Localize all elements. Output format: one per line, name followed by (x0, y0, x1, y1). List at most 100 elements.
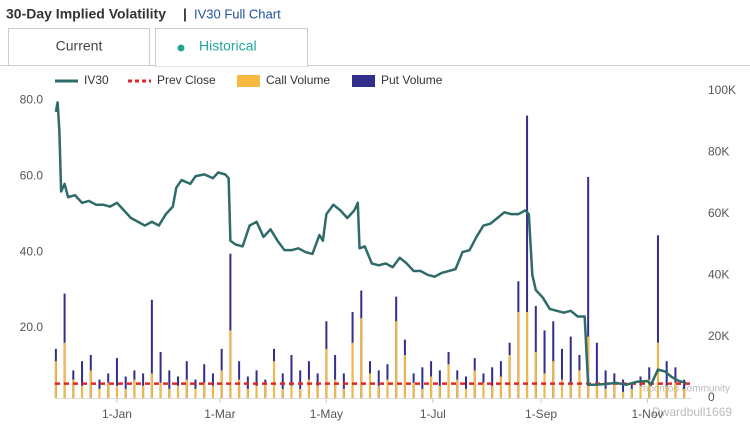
volume-bar (369, 373, 372, 398)
volume-bar (211, 385, 214, 398)
volume-bar (447, 364, 450, 398)
watermark: Dwardbull1669 (652, 405, 732, 419)
volume-bar (569, 336, 572, 398)
volume-bar (316, 385, 319, 398)
y-tick-label: 40.0 (20, 244, 44, 258)
volume-bar (194, 379, 197, 398)
volume-bar (560, 379, 563, 398)
volume-bar (473, 370, 476, 398)
volume-bar (683, 379, 686, 398)
volume-bar (456, 379, 459, 398)
volume-bar (290, 385, 293, 398)
volume-bar (98, 379, 101, 398)
volume-bar (168, 370, 171, 398)
tab-dot (177, 44, 185, 52)
legend-label: Prev Close (157, 73, 216, 87)
volume-bar (569, 382, 572, 398)
full-chart-link[interactable]: IV30 Full Chart (194, 6, 281, 21)
volume-bar (622, 379, 625, 398)
volume-bar (307, 379, 310, 398)
volume-bar (334, 379, 337, 398)
volume-bar (334, 355, 337, 398)
volume-bar (595, 385, 598, 398)
y2-tick-label: 80K (708, 145, 729, 159)
y2-tick-label: 40K (708, 267, 729, 281)
volume-bar (665, 385, 668, 398)
x-tick-label: 1-Jan (102, 407, 132, 421)
volume-bar (185, 379, 188, 398)
title: 30-Day Implied Volatility (6, 6, 166, 22)
volume-bar (246, 388, 249, 398)
volume-bar (482, 382, 485, 398)
volume-bar (124, 376, 127, 398)
volume-bar (430, 376, 433, 398)
y2-tick-label: 100K (708, 83, 736, 97)
x-tick-label: 1-May (310, 407, 343, 421)
legend-swatch (352, 75, 375, 87)
volume-bar (150, 373, 153, 398)
y2-tick-label: 20K (708, 329, 729, 343)
volume-bar (360, 318, 363, 398)
volume-bar (499, 376, 502, 398)
y2-tick-label: 0 (708, 390, 715, 404)
x-tick-label: 1-Sep (525, 407, 557, 421)
volume-bar (656, 235, 659, 398)
legend-label: IV30 (84, 73, 109, 87)
volume-bar (683, 388, 686, 398)
volume-bar (115, 358, 118, 398)
volume-bar (491, 367, 494, 398)
legend-label: Put Volume (381, 73, 443, 87)
volume-bar (255, 385, 258, 398)
volume-bar (81, 361, 84, 398)
volume-bar (246, 376, 249, 398)
volume-bar (534, 351, 537, 398)
volume-bar (229, 330, 232, 398)
volume-bar (395, 321, 398, 398)
volume-bar (526, 312, 529, 398)
volume-bar (552, 321, 555, 398)
tab-current[interactable] (8, 28, 150, 66)
volume-bar (89, 370, 92, 398)
iv30-line (54, 101, 687, 386)
volume-bar (630, 388, 633, 398)
volume-bar (665, 361, 668, 398)
separator: | (183, 6, 187, 22)
volume-bar (54, 361, 57, 398)
volume-bar (150, 299, 153, 398)
volume-bar (203, 364, 206, 398)
volume-bar (595, 342, 598, 398)
volume-bar (194, 388, 197, 398)
tab-label[interactable]: Current (56, 38, 103, 54)
volume-bar (508, 355, 511, 398)
volume-bar (159, 351, 162, 398)
tab-label[interactable]: Historical (199, 38, 257, 54)
volume-bar (674, 382, 677, 398)
volume-bar (526, 115, 529, 398)
volume-bar (342, 388, 345, 398)
volume-bar (325, 348, 328, 398)
volume-bar (177, 385, 180, 398)
volume-bar (421, 367, 424, 398)
volume-bar (543, 330, 546, 398)
volume-bar (342, 373, 345, 398)
volume-bar (517, 312, 520, 398)
y-tick-label: 60.0 (20, 168, 44, 182)
volume-bar (168, 388, 171, 398)
volume-bar (351, 342, 354, 398)
x-tick-label: 1-Nov (631, 407, 663, 421)
volume-bar (142, 385, 145, 398)
volume-bar (229, 253, 232, 398)
y-tick-label: 80.0 (20, 93, 44, 107)
volume-bar (622, 391, 625, 398)
volume-bar (639, 385, 642, 398)
volume-bar (386, 379, 389, 398)
volume-bar (115, 385, 118, 398)
volume-bar (124, 388, 127, 398)
volume-bar (552, 361, 555, 398)
y2-tick-label: 60K (708, 206, 729, 220)
volume-bar (377, 370, 380, 398)
volume-bar (98, 388, 101, 398)
volume-bar (438, 370, 441, 398)
volume-bar (264, 382, 267, 398)
